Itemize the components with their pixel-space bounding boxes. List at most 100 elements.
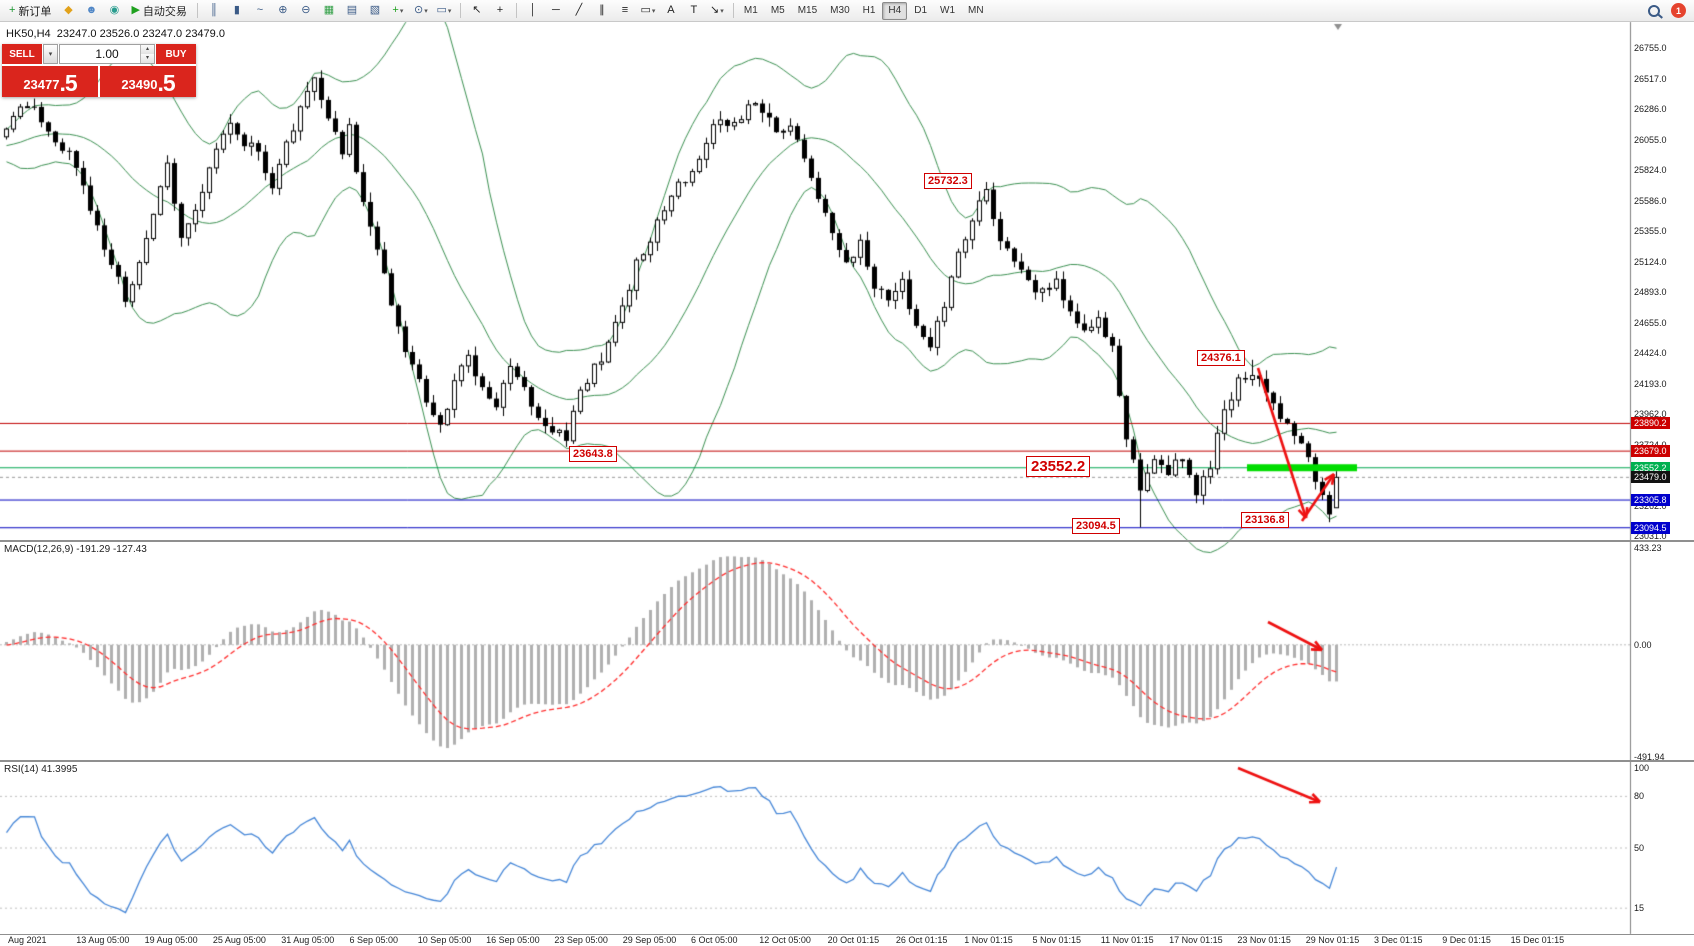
buy-price[interactable]: 23490 .5 [100, 66, 196, 97]
time-tick: 3 Dec 01:15 [1374, 935, 1423, 945]
zoom-out-icon[interactable]: ⊖ [295, 2, 317, 20]
price-tick: 25824.0 [1634, 164, 1667, 175]
volume-decrease-button[interactable]: ▾ [141, 54, 154, 63]
volume-increase-button[interactable]: ▴ [141, 45, 154, 54]
periodicity-icon[interactable]: ⊙ ▾ [410, 2, 432, 20]
price-callout[interactable]: 25732.3 [924, 173, 972, 189]
magnifier-glyph [1648, 4, 1660, 17]
price-callout[interactable]: 23552.2 [1026, 456, 1091, 477]
macd-scale-tick: 0.00 [1634, 639, 1652, 650]
auto-trading-button[interactable]: ▶ 自动交易 [126, 2, 191, 20]
time-tick: 23 Nov 01:15 [1237, 935, 1291, 945]
price-tick: 25355.0 [1634, 226, 1667, 237]
toolbar-separator [459, 3, 461, 18]
time-tick: 29 Sep 05:00 [622, 935, 677, 945]
vertical-line-icon[interactable]: │ [522, 2, 544, 20]
time-tick: 19 Aug 05:00 [144, 935, 198, 945]
price-level-label: 23479.0 [1631, 471, 1670, 484]
horizontal-line-icon[interactable]: ─ [545, 2, 567, 20]
profile-icon[interactable]: ☻ [80, 2, 102, 20]
timeframe-m15-button[interactable]: M15 [797, 4, 818, 16]
auto-trading-button-label: 自动交易 [142, 5, 187, 18]
notification-badge[interactable]: 1 [1671, 3, 1686, 18]
chevron-down-icon: ▾ [424, 7, 428, 15]
timeframe-m5-button[interactable]: M5 [770, 4, 785, 16]
trade-panel-controls: SELL ▾ 1.00 ▴ ▾ BUY [2, 44, 196, 64]
timeframe-w1-button[interactable]: W1 [940, 4, 956, 16]
timeframe-h1-button[interactable]: H1 [862, 4, 876, 16]
price-tick: 24893.0 [1634, 287, 1667, 297]
trendline-icon[interactable]: ╱ [568, 2, 590, 20]
sell-button[interactable]: SELL [2, 44, 42, 64]
timeframe-m30-button[interactable]: M30 [830, 4, 850, 16]
fibonacci-icon[interactable]: ≡ [614, 2, 636, 20]
price-tick: 26286.0 [1634, 104, 1667, 115]
rsi-scale-tick: 15 [1634, 903, 1645, 914]
new-order-button[interactable]: + 新订单 [4, 2, 56, 20]
new-chart-icon[interactable]: + ▾ [387, 2, 409, 20]
cursor-icon[interactable]: ↖ [466, 2, 488, 20]
price-tick: 24655.0 [1634, 318, 1667, 329]
new-chart-icon: + [392, 4, 399, 16]
text-icon: A [667, 4, 675, 16]
time-tick: 15 Dec 01:15 [1510, 935, 1565, 945]
line-chart-mode-icon[interactable]: ~ [249, 2, 271, 20]
timeframe-buttons: M1 M5 M15 M30 H1 H4 D1 W1 MN [738, 1, 990, 20]
toolbar-separator [515, 3, 517, 18]
macd-scale-tick: -491.94 [1634, 752, 1665, 762]
market-icon: ◆ [64, 4, 73, 16]
time-tick: 20 Oct 01:15 [827, 935, 880, 945]
time-tick: 17 Nov 01:15 [1169, 935, 1223, 945]
price-callout[interactable]: 23643.8 [569, 446, 617, 462]
price-tick: 24193.0 [1634, 378, 1667, 389]
community-icon[interactable]: ◉ [103, 2, 125, 20]
time-tick: 6 Sep 05:00 [349, 935, 399, 945]
timeframe-m1-button[interactable]: M1 [743, 4, 758, 16]
timeframe-d1-button[interactable]: D1 [914, 4, 928, 16]
price-callout[interactable]: 23094.5 [1072, 518, 1120, 534]
time-tick: 29 Nov 01:15 [1305, 935, 1360, 945]
toolbar: + 新订单 ◆ ☻ ◉ ▶ 自动交易 ║ ▮ ~ ⊕ ⊖ ▦ ▤ ▧ + ▾ ⊙ ▾ ▭ ▾ ↖ + │ ─ ╱ ∥ ≡ ▭ ▾ A T ↘ ▾ … [0, 0, 1694, 22]
text-label-icon[interactable]: T [683, 2, 705, 20]
bar-chart-mode-icon[interactable]: ║ [203, 2, 225, 20]
crosshair-icon[interactable]: + [489, 2, 511, 20]
candlestick-mode-icon[interactable]: ▮ [226, 2, 248, 20]
community-icon: ◉ [109, 4, 120, 16]
zoom-in-icon: ⊕ [278, 4, 288, 16]
buy-button[interactable]: BUY [156, 44, 196, 64]
trade-panel-prices: 23477 .5 23490 .5 [2, 66, 196, 97]
auto-arrange-icon[interactable]: ▤ [341, 2, 363, 20]
zoom-in-icon[interactable]: ⊕ [272, 2, 294, 20]
price-callout[interactable]: 23136.8 [1241, 512, 1289, 528]
template-icon[interactable]: ▭ ▾ [433, 2, 455, 20]
time-tick: 6 Oct 05:00 [691, 935, 738, 945]
text-icon[interactable]: A [660, 2, 682, 20]
time-tick: 10 Sep 05:00 [417, 935, 472, 945]
sell-price-pips: .5 [59, 70, 77, 96]
sell-price[interactable]: 23477 .5 [2, 66, 98, 97]
volume-dropdown[interactable]: ▾ [43, 44, 58, 64]
market-icon[interactable]: ◆ [57, 2, 79, 20]
channel-icon[interactable]: ∥ [591, 2, 613, 20]
price-tick: 26055.0 [1634, 134, 1667, 145]
volume-value: 1.00 [95, 47, 119, 61]
volume-input[interactable]: 1.00 ▴ ▾ [59, 44, 155, 64]
toolbar-separator [732, 3, 734, 18]
cascade-windows-icon[interactable]: ▧ [364, 2, 386, 20]
time-tick: 1 Nov 01:15 [964, 935, 1013, 945]
auto-arrange-icon: ▤ [346, 4, 358, 16]
time-tick: 25 Aug 05:00 [212, 935, 266, 945]
volume-stepper: ▴ ▾ [140, 45, 154, 63]
search-icon[interactable] [1643, 2, 1665, 20]
price-callout[interactable]: 24376.1 [1197, 350, 1245, 366]
timeframe-h4-button[interactable]: H4 [882, 1, 908, 20]
cursor-icon: ↖ [472, 4, 482, 16]
tile-windows-icon[interactable]: ▦ [318, 2, 340, 20]
chevron-down-icon: ▾ [399, 7, 404, 15]
macd-panel-splitter[interactable] [0, 540, 1694, 542]
shapes-icon[interactable]: ▭ ▾ [637, 2, 659, 20]
arrows-object-icon[interactable]: ↘ ▾ [706, 2, 728, 20]
rsi-panel-splitter[interactable] [0, 760, 1694, 762]
timeframe-mn-button[interactable]: MN [968, 4, 984, 16]
